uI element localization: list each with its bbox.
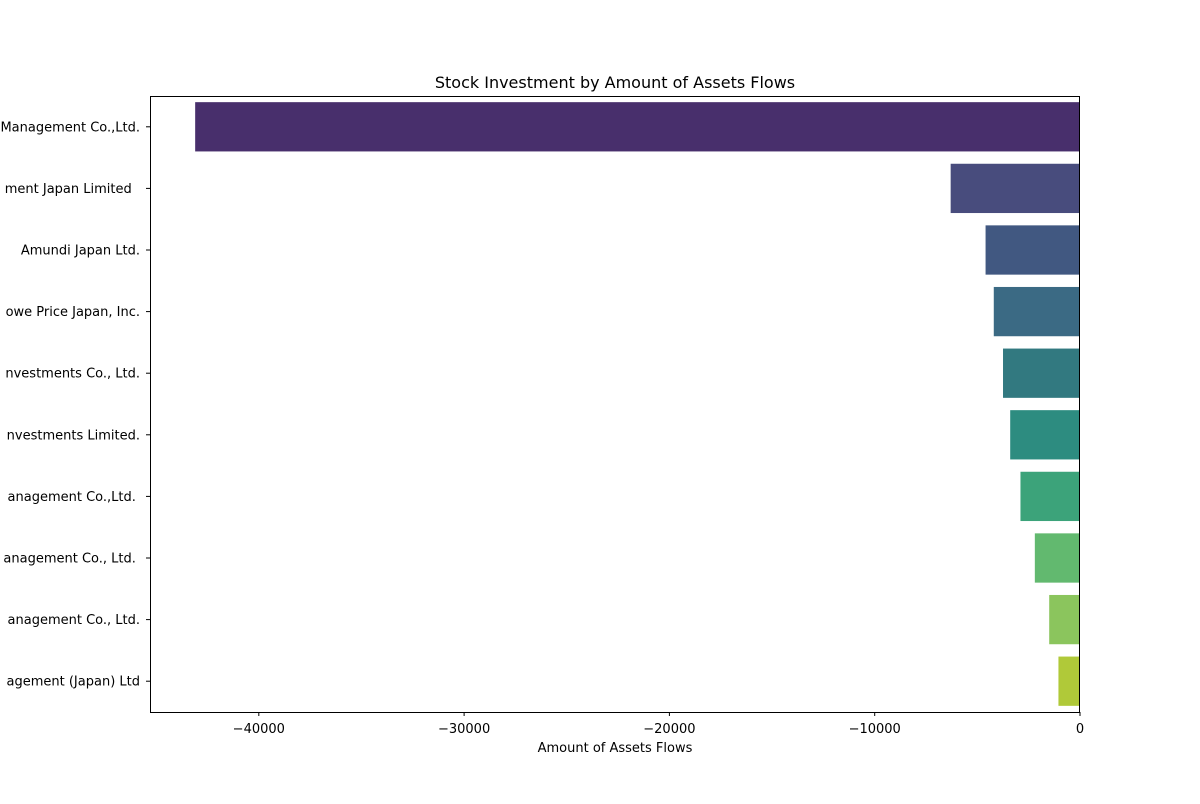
y-tick-label: agement (Japan) Ltd [7,675,140,690]
bar-9 [1049,594,1080,645]
x-tick-label: −30000 [438,722,490,737]
y-tick-label: anagement Co., Ltd. [3,552,140,567]
bar-6 [1010,410,1080,460]
bar-10 [1058,656,1080,706]
ticks-layer: Management Co.,Ltd. ment Japan Limited Am… [0,120,1084,737]
y-tick-label: nvestments Limited. [7,428,140,443]
x-tick-label: −10000 [849,722,901,737]
bar-4 [993,286,1080,337]
bar-3 [985,225,1080,275]
plot-frame [150,96,1080,713]
y-tick-label: nvestments Co., Ltd. [5,367,140,382]
x-tick-label: 0 [1076,722,1084,737]
y-tick-label: ment Japan Limited [5,182,140,197]
y-tick-label: anagement Co., Ltd. [8,613,140,628]
x-axis-label: Amount of Assets Flows [538,741,693,756]
x-tick-label: −40000 [233,722,285,737]
bar-5 [1003,348,1080,398]
chart-title: Stock Investment by Amount of Assets Flo… [435,73,795,92]
y-tick-label: Amundi Japan Ltd. [21,244,140,259]
bar-2 [950,163,1080,214]
x-tick-label: −20000 [643,722,695,737]
y-tick-label: anagement Co.,Ltd. [8,490,140,505]
bar-7 [1020,471,1080,522]
y-tick-label: Management Co.,Ltd. [0,120,140,135]
bar-8 [1034,533,1080,583]
bars-layer [195,102,1081,706]
y-tick-label: owe Price Japan, Inc. [6,305,140,320]
bar-1 [195,102,1081,152]
